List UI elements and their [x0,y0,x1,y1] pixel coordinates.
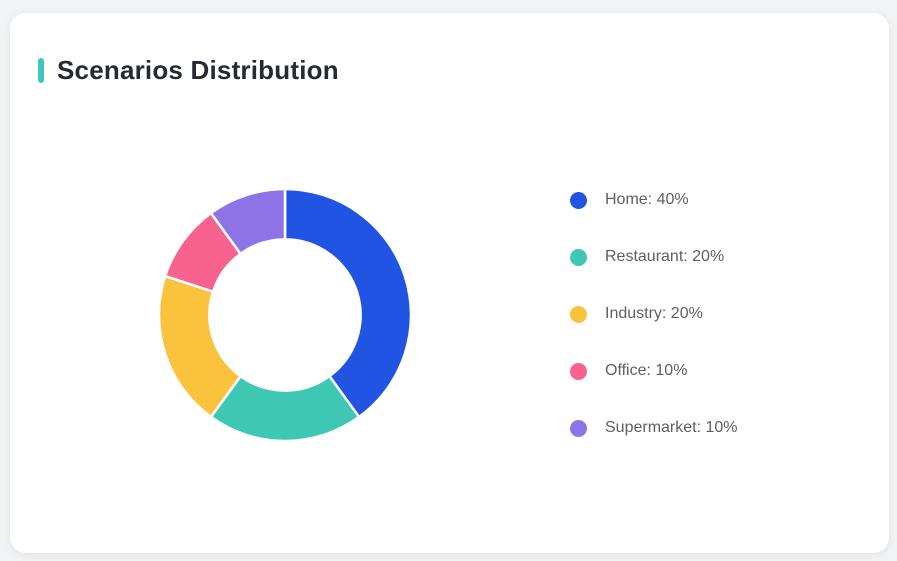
donut-segment-home[interactable] [283,187,413,419]
legend-dot-supermarket [570,419,587,437]
donut-segment-supermarket[interactable] [209,187,287,256]
legend-item-home[interactable]: Home: 40% [570,190,738,210]
legend-label: Office: 10% [605,362,688,379]
legend-label: Home: 40% [605,191,689,208]
legend-label: Restaurant: 20% [605,248,725,265]
chart-legend: Home: 40% Restaurant: 20% Industry: 20% Off… [570,190,738,438]
legend-dot-office [570,362,587,380]
legend-label: Industry: 20% [605,305,703,322]
title-accent-bar [38,58,44,83]
legend-item-restaurant[interactable]: Restaurant: 20% [570,247,738,267]
legend-dot-restaurant [570,248,587,266]
legend-dot-home [570,191,587,209]
donut-chart [157,187,413,443]
legend-item-office[interactable]: Office: 10% [570,361,738,381]
card-title: Scenarios Distribution [57,55,339,85]
legend-label: Supermarket: 10% [605,419,738,436]
legend-dot-industry [570,305,587,323]
legend-item-supermarket[interactable]: Supermarket: 10% [570,418,738,438]
scenarios-distribution-card: Scenarios Distribution Home: 40% Restaura… [10,13,889,553]
card-header: Scenarios Distribution [38,55,339,86]
legend-item-industry[interactable]: Industry: 20% [570,304,738,324]
